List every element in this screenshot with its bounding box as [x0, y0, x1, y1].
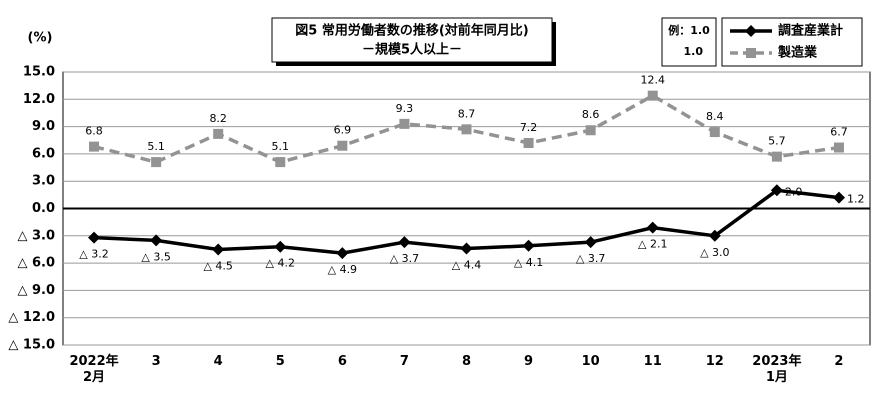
chart-subtitle: －規模5人以上－ [362, 42, 462, 58]
data-label: 5.1 [147, 140, 165, 153]
x-tick-label: 2 [834, 354, 844, 369]
point [89, 141, 100, 152]
point [522, 239, 535, 252]
y-tick-label: 6.0 [32, 146, 55, 161]
point [151, 157, 162, 168]
data-label: △ 4.9 [328, 263, 357, 276]
point [399, 118, 410, 129]
point [709, 127, 720, 138]
y-tick-label: 9.0 [32, 119, 55, 134]
point [88, 231, 101, 244]
data-label: △ 3.7 [390, 252, 419, 265]
point [461, 124, 472, 135]
note-text: 例：1.0 [668, 23, 710, 37]
x-tick-label: 12 [705, 354, 724, 369]
data-label: 6.9 [334, 124, 352, 137]
x-tick-label: 4 [213, 354, 223, 369]
y-tick-label: △ 6.0 [17, 256, 55, 271]
point [771, 151, 782, 162]
y-tick-label: △ 12.0 [8, 310, 55, 325]
data-label: 8.7 [458, 107, 476, 120]
legend-marker [746, 48, 756, 58]
data-label: △ 3.5 [141, 250, 170, 263]
data-label: △ 3.7 [576, 252, 605, 265]
y-tick-label: 15.0 [23, 65, 55, 80]
data-label: 6.7 [830, 126, 848, 139]
data-label: △ 2.1 [638, 238, 667, 251]
data-label: 8.2 [209, 112, 227, 125]
point [212, 243, 225, 256]
point [646, 221, 659, 234]
data-label: △ 4.5 [203, 259, 232, 272]
data-label: △ 4.2 [266, 257, 295, 270]
data-label: 6.8 [85, 125, 103, 138]
point [585, 125, 596, 136]
title-box [271, 17, 553, 63]
x-tick-label: 2023年 1月 [752, 354, 802, 385]
data-label: 12.4 [640, 74, 665, 87]
data-label: 5.7 [768, 135, 786, 148]
data-label: △ 4.4 [452, 259, 481, 272]
point [708, 229, 721, 242]
x-tick-label: 11 [643, 354, 662, 369]
point [770, 184, 783, 197]
data-label: 9.3 [396, 102, 414, 115]
legend-box [721, 17, 863, 67]
x-tick-label: 10 [581, 354, 600, 369]
x-tick-label: 3 [151, 354, 161, 369]
note-text: 1.0 [684, 45, 704, 58]
chart-title: 図5 常用労働者数の推移(対前年同月比) [295, 23, 528, 39]
point [274, 240, 287, 253]
data-label: 1.2 [847, 193, 865, 206]
point [833, 142, 844, 153]
x-tick-label: 8 [461, 354, 472, 369]
y-tick-label: △ 3.0 [17, 228, 55, 243]
legend-marker [745, 25, 757, 37]
y-tick-label: 0.0 [32, 201, 55, 216]
point [584, 236, 597, 249]
y-tick-label: △ 15.0 [8, 338, 55, 353]
y-tick-label: △ 9.0 [17, 283, 55, 298]
data-label: 8.6 [582, 108, 600, 121]
x-tick-label: 6 [337, 354, 347, 369]
legend-label: 調査産業計 [778, 23, 843, 39]
legend-label: 製造業 [777, 45, 818, 61]
data-label: △ 4.1 [514, 256, 543, 269]
x-tick-label: 9 [524, 354, 534, 369]
data-label: 5.1 [272, 140, 290, 153]
data-label: 8.4 [706, 110, 724, 123]
y-axis-label: (%) [28, 31, 53, 46]
point [213, 128, 224, 139]
point [832, 191, 845, 204]
y-tick-label: 12.0 [23, 92, 55, 107]
point [647, 90, 658, 101]
point [337, 140, 348, 151]
note-box [661, 17, 717, 67]
data-label: 2.0 [785, 185, 803, 198]
point [275, 157, 286, 168]
data-label: △ 3.0 [700, 246, 729, 259]
x-tick-label: 7 [399, 354, 409, 369]
point [460, 242, 473, 255]
point [398, 236, 411, 249]
point [336, 247, 349, 260]
point [523, 137, 534, 148]
y-tick-label: 3.0 [32, 174, 55, 189]
point [150, 234, 163, 247]
x-tick-label: 5 [275, 354, 285, 369]
x-tick-label: 2022年 2月 [69, 354, 119, 385]
data-label: 7.2 [520, 121, 538, 134]
data-label: △ 3.2 [79, 248, 108, 261]
